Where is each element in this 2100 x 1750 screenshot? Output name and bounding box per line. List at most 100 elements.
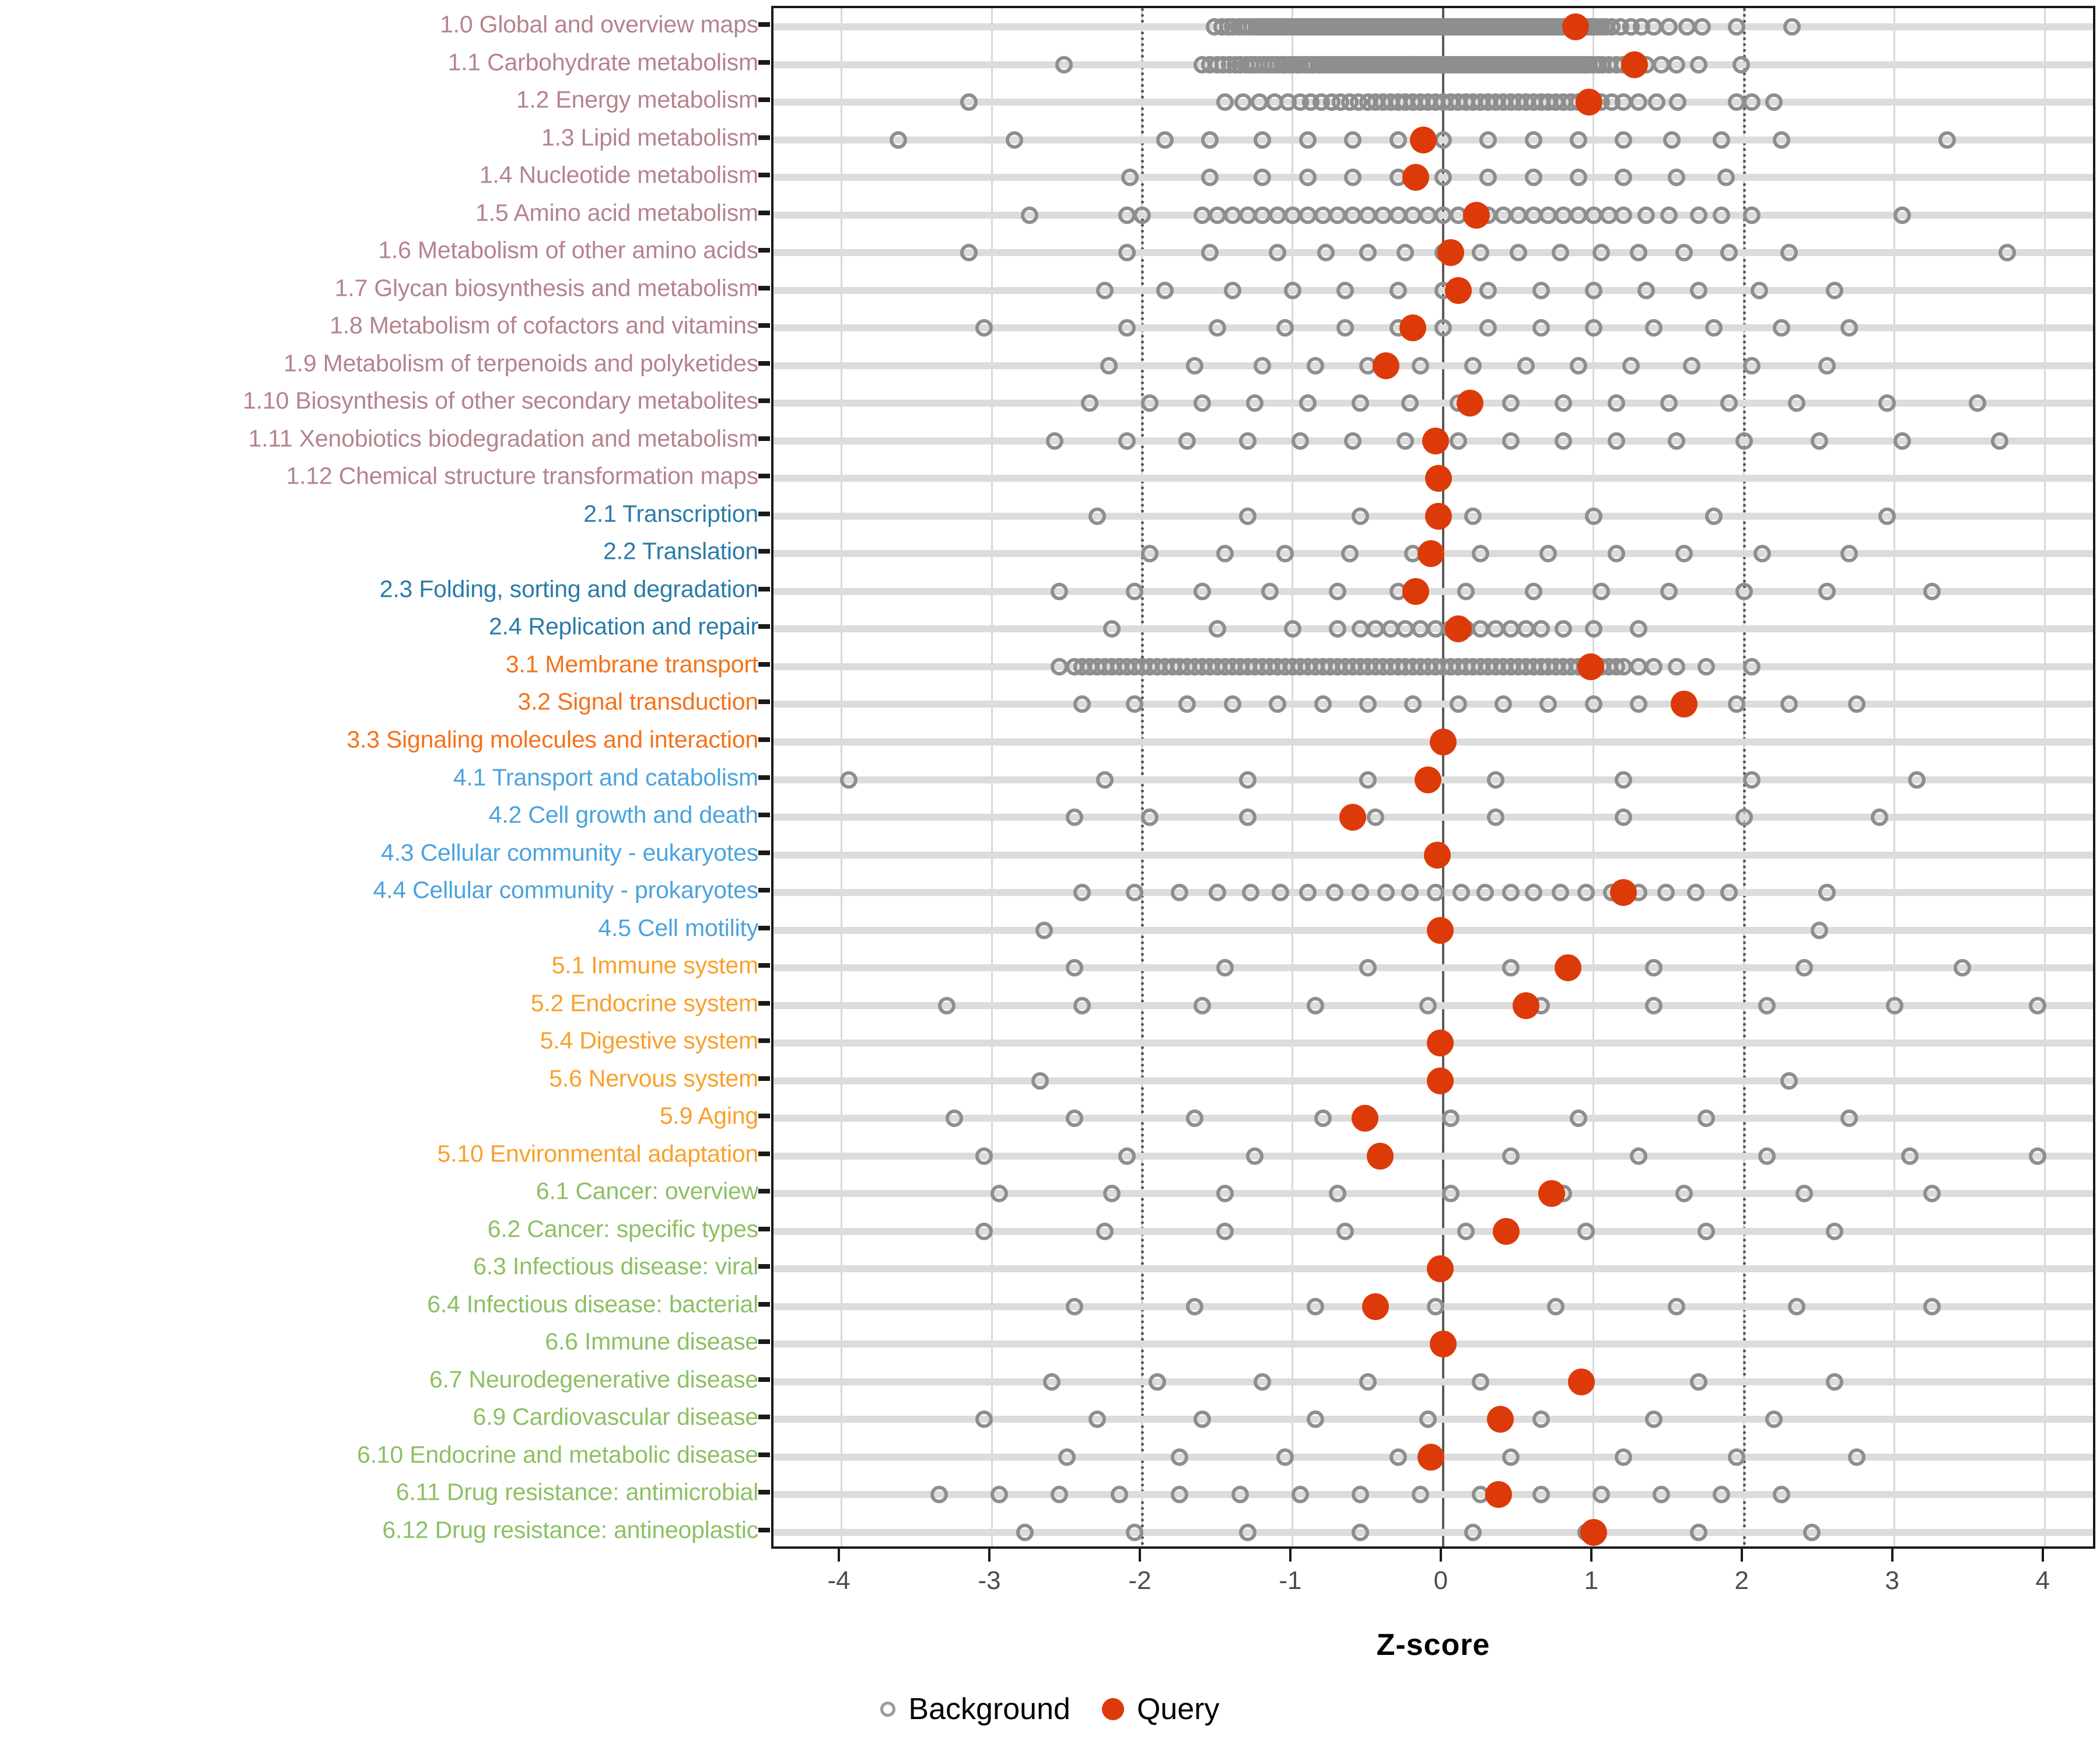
y-axis-tick xyxy=(758,586,770,592)
background-point xyxy=(1186,356,1204,374)
background-point xyxy=(1472,244,1490,262)
background-point xyxy=(1660,18,1678,36)
background-point xyxy=(1216,959,1234,977)
query-point[interactable] xyxy=(1577,653,1604,680)
query-point[interactable] xyxy=(1562,13,1589,41)
background-point xyxy=(1377,884,1395,902)
query-point[interactable] xyxy=(1486,1406,1514,1433)
background-point xyxy=(1765,1410,1783,1429)
query-point[interactable] xyxy=(1426,916,1454,944)
background-point xyxy=(1065,808,1083,826)
query-point[interactable] xyxy=(1425,502,1452,530)
row-band xyxy=(774,400,2093,407)
legend-item-query[interactable]: Query xyxy=(1101,1692,1220,1727)
query-point[interactable] xyxy=(1429,1331,1457,1358)
query-point[interactable] xyxy=(1415,766,1442,793)
background-point xyxy=(1276,545,1294,563)
query-point[interactable] xyxy=(1538,1180,1565,1208)
query-point[interactable] xyxy=(1402,578,1430,605)
query-point[interactable] xyxy=(1437,239,1464,267)
query-point[interactable] xyxy=(1444,276,1472,304)
query-point[interactable] xyxy=(1620,51,1648,78)
background-point xyxy=(1100,356,1118,374)
background-point xyxy=(1901,1147,1919,1165)
background-point xyxy=(1584,507,1602,525)
y-axis-label-2.4: 2.4 Replication and repair xyxy=(488,612,758,640)
background-point xyxy=(1524,131,1542,149)
background-point xyxy=(1539,545,1558,563)
query-point[interactable] xyxy=(1568,1368,1595,1395)
y-axis-label-4.1: 4.1 Transport and catabolism xyxy=(453,764,758,790)
query-point[interactable] xyxy=(1512,992,1539,1019)
query-point[interactable] xyxy=(1576,89,1603,116)
query-point[interactable] xyxy=(1423,841,1451,869)
query-point[interactable] xyxy=(1418,540,1445,568)
x-axis-tick-label--2: -2 xyxy=(1128,1566,1152,1595)
y-axis-label-2.3: 2.3 Folding, sorting and degradation xyxy=(379,575,758,603)
query-point[interactable] xyxy=(1426,1255,1454,1283)
query-point[interactable] xyxy=(1362,1293,1389,1320)
query-point[interactable] xyxy=(1399,314,1427,342)
y-axis-label-5.6: 5.6 Nervous system xyxy=(549,1065,758,1092)
query-point[interactable] xyxy=(1351,1105,1378,1132)
x-axis-tick-label-4: 4 xyxy=(2035,1566,2050,1595)
background-point xyxy=(1254,169,1272,187)
x-axis-title: Z-score xyxy=(1376,1628,1490,1662)
y-axis-tick xyxy=(758,1415,770,1420)
query-point[interactable] xyxy=(1366,1142,1394,1170)
query-point[interactable] xyxy=(1485,1481,1513,1508)
y-axis-tick xyxy=(758,60,770,65)
query-point[interactable] xyxy=(1418,1443,1445,1471)
row-band xyxy=(774,701,2093,708)
y-axis-label-1.0: 1.0 Global and overview maps xyxy=(440,10,758,38)
y-axis-tick xyxy=(758,1076,770,1081)
query-point[interactable] xyxy=(1580,1518,1607,1546)
background-point xyxy=(1773,1486,1791,1504)
background-point xyxy=(1186,1297,1204,1315)
query-point[interactable] xyxy=(1444,615,1472,643)
background-point xyxy=(1717,169,1735,187)
query-point[interactable] xyxy=(1410,126,1437,153)
query-point[interactable] xyxy=(1422,427,1449,454)
query-point[interactable] xyxy=(1425,465,1452,492)
background-point xyxy=(1783,18,1801,36)
background-point xyxy=(1472,545,1490,563)
y-axis-label-6.2: 6.2 Cancer: specific types xyxy=(487,1215,758,1242)
background-point xyxy=(1389,1448,1407,1466)
background-point xyxy=(1690,55,1708,74)
query-point[interactable] xyxy=(1610,879,1637,907)
background-point xyxy=(1306,996,1324,1014)
y-axis-label-6.7: 6.7 Neurodegenerative disease xyxy=(429,1366,758,1393)
x-axis-tick--2 xyxy=(1138,1549,1141,1562)
background-point xyxy=(1570,169,1588,187)
query-point[interactable] xyxy=(1426,1030,1454,1057)
x-axis-tick-label--4: -4 xyxy=(827,1566,850,1595)
background-point xyxy=(1472,1373,1490,1391)
background-point xyxy=(1238,771,1256,789)
background-point xyxy=(1645,996,1663,1014)
background-point xyxy=(1201,244,1219,262)
query-point[interactable] xyxy=(1457,390,1484,417)
y-axis-tick xyxy=(758,1452,770,1457)
query-point[interactable] xyxy=(1402,164,1430,191)
background-point xyxy=(1727,695,1745,713)
y-axis-tick xyxy=(758,1189,770,1194)
query-point[interactable] xyxy=(1670,691,1698,718)
background-point xyxy=(1140,394,1158,412)
query-point[interactable] xyxy=(1426,1067,1454,1094)
query-point[interactable] xyxy=(1339,804,1367,831)
query-point[interactable] xyxy=(1555,954,1581,982)
query-point[interactable] xyxy=(1493,1217,1520,1245)
background-point xyxy=(1269,244,1287,262)
y-axis-label-1.1: 1.1 Carbohydrate metabolism xyxy=(447,48,759,76)
background-point xyxy=(1705,319,1723,337)
query-point[interactable] xyxy=(1462,201,1490,229)
query-point[interactable] xyxy=(1429,728,1457,755)
legend-item-background[interactable]: Background xyxy=(880,1692,1070,1727)
row-band xyxy=(774,1190,2093,1198)
query-point[interactable] xyxy=(1372,352,1399,379)
y-axis-tick xyxy=(758,624,770,629)
y-axis-tick xyxy=(758,737,770,742)
background-point xyxy=(1660,206,1678,224)
background-point xyxy=(1667,1297,1685,1315)
